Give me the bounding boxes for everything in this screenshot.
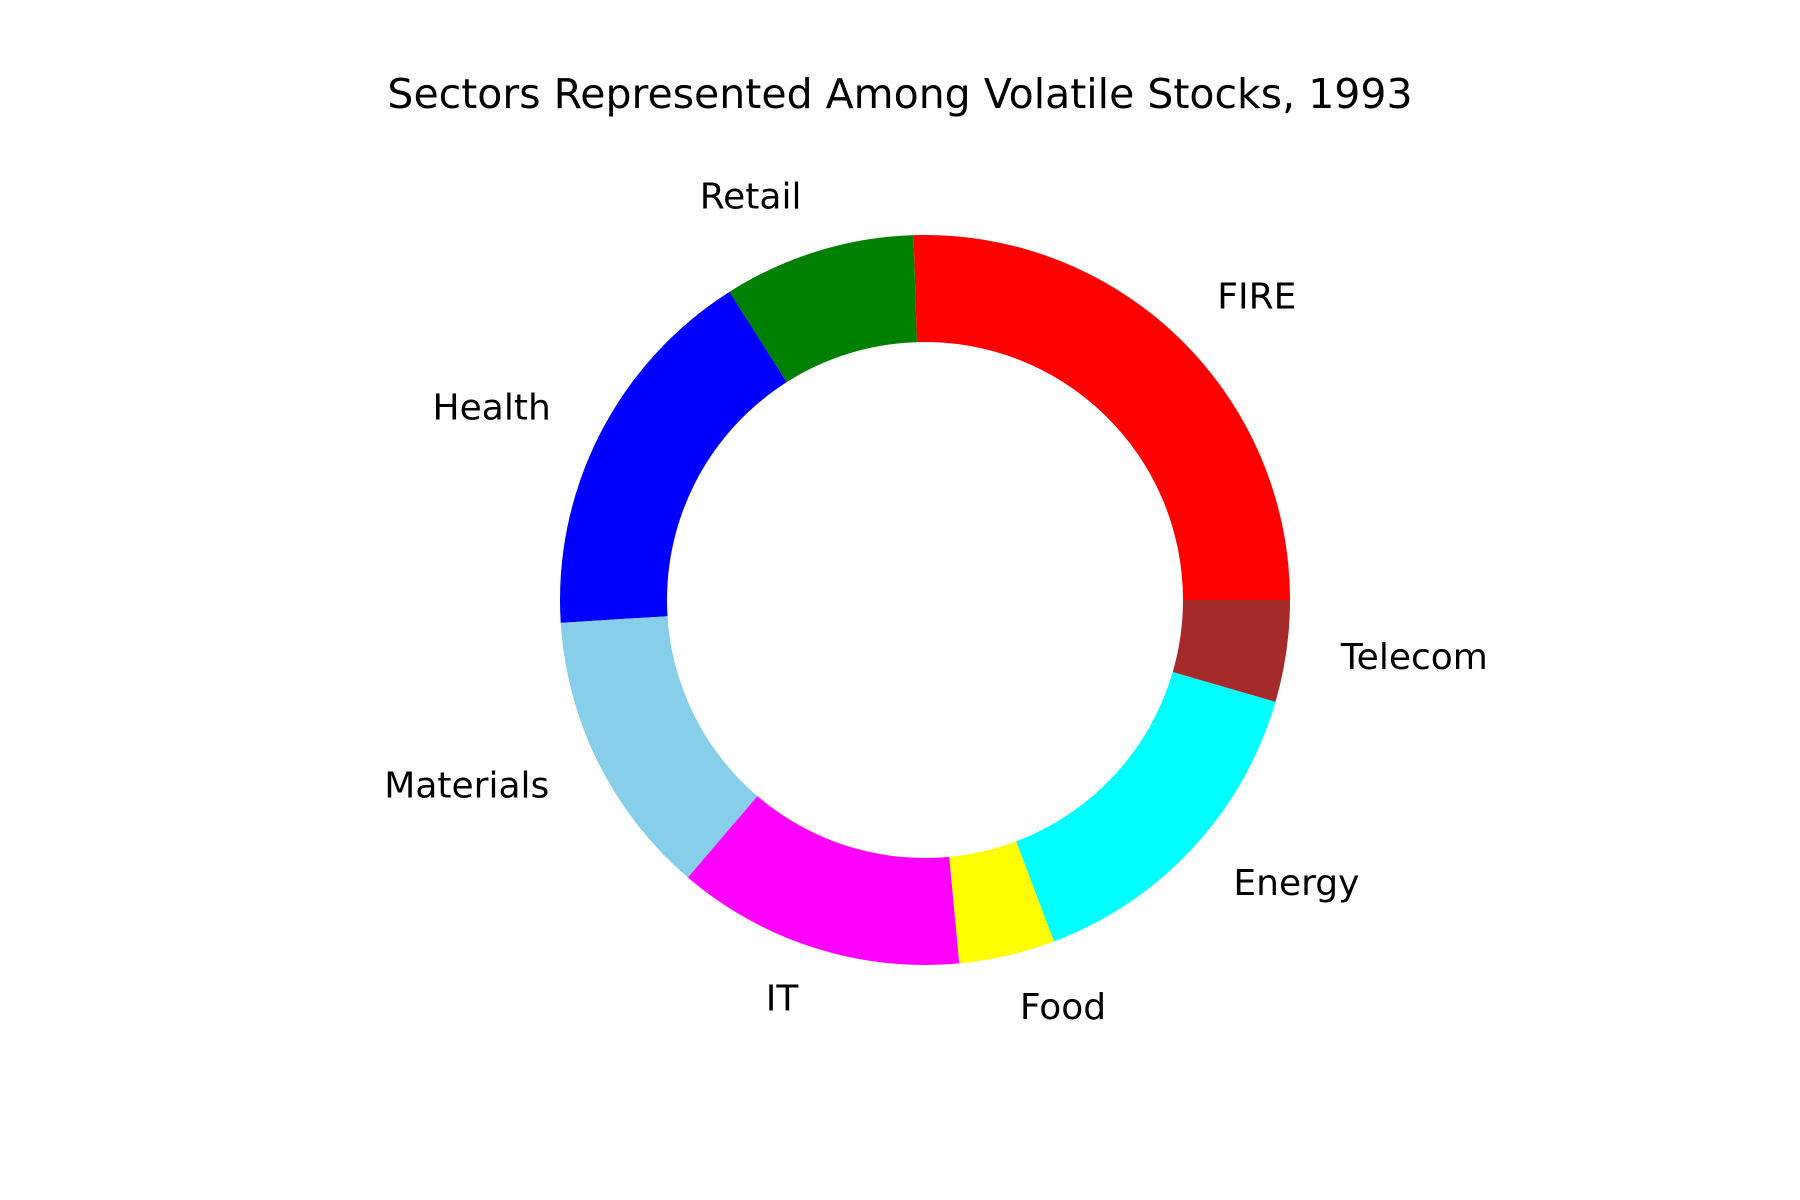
slice-label-it: IT — [766, 978, 800, 1019]
slice-label-food: Food — [1020, 987, 1106, 1028]
slice-label-retail: Retail — [700, 177, 802, 218]
slice-telecom — [1172, 600, 1290, 702]
slice-materials — [560, 616, 758, 878]
slice-it — [687, 796, 960, 965]
slice-label-energy: Energy — [1233, 863, 1359, 904]
slice-label-health: Health — [433, 387, 551, 428]
slice-energy — [1016, 671, 1276, 942]
slice-label-fire: FIRE — [1217, 276, 1296, 317]
slice-label-materials: Materials — [384, 766, 549, 807]
slice-food — [949, 841, 1055, 964]
slice-retail — [729, 235, 917, 383]
slice-health — [560, 291, 787, 623]
chart-title: Sectors Represented Among Volatile Stock… — [387, 70, 1413, 118]
slice-label-telecom: Telecom — [1340, 637, 1488, 678]
slice-fire — [913, 235, 1290, 600]
